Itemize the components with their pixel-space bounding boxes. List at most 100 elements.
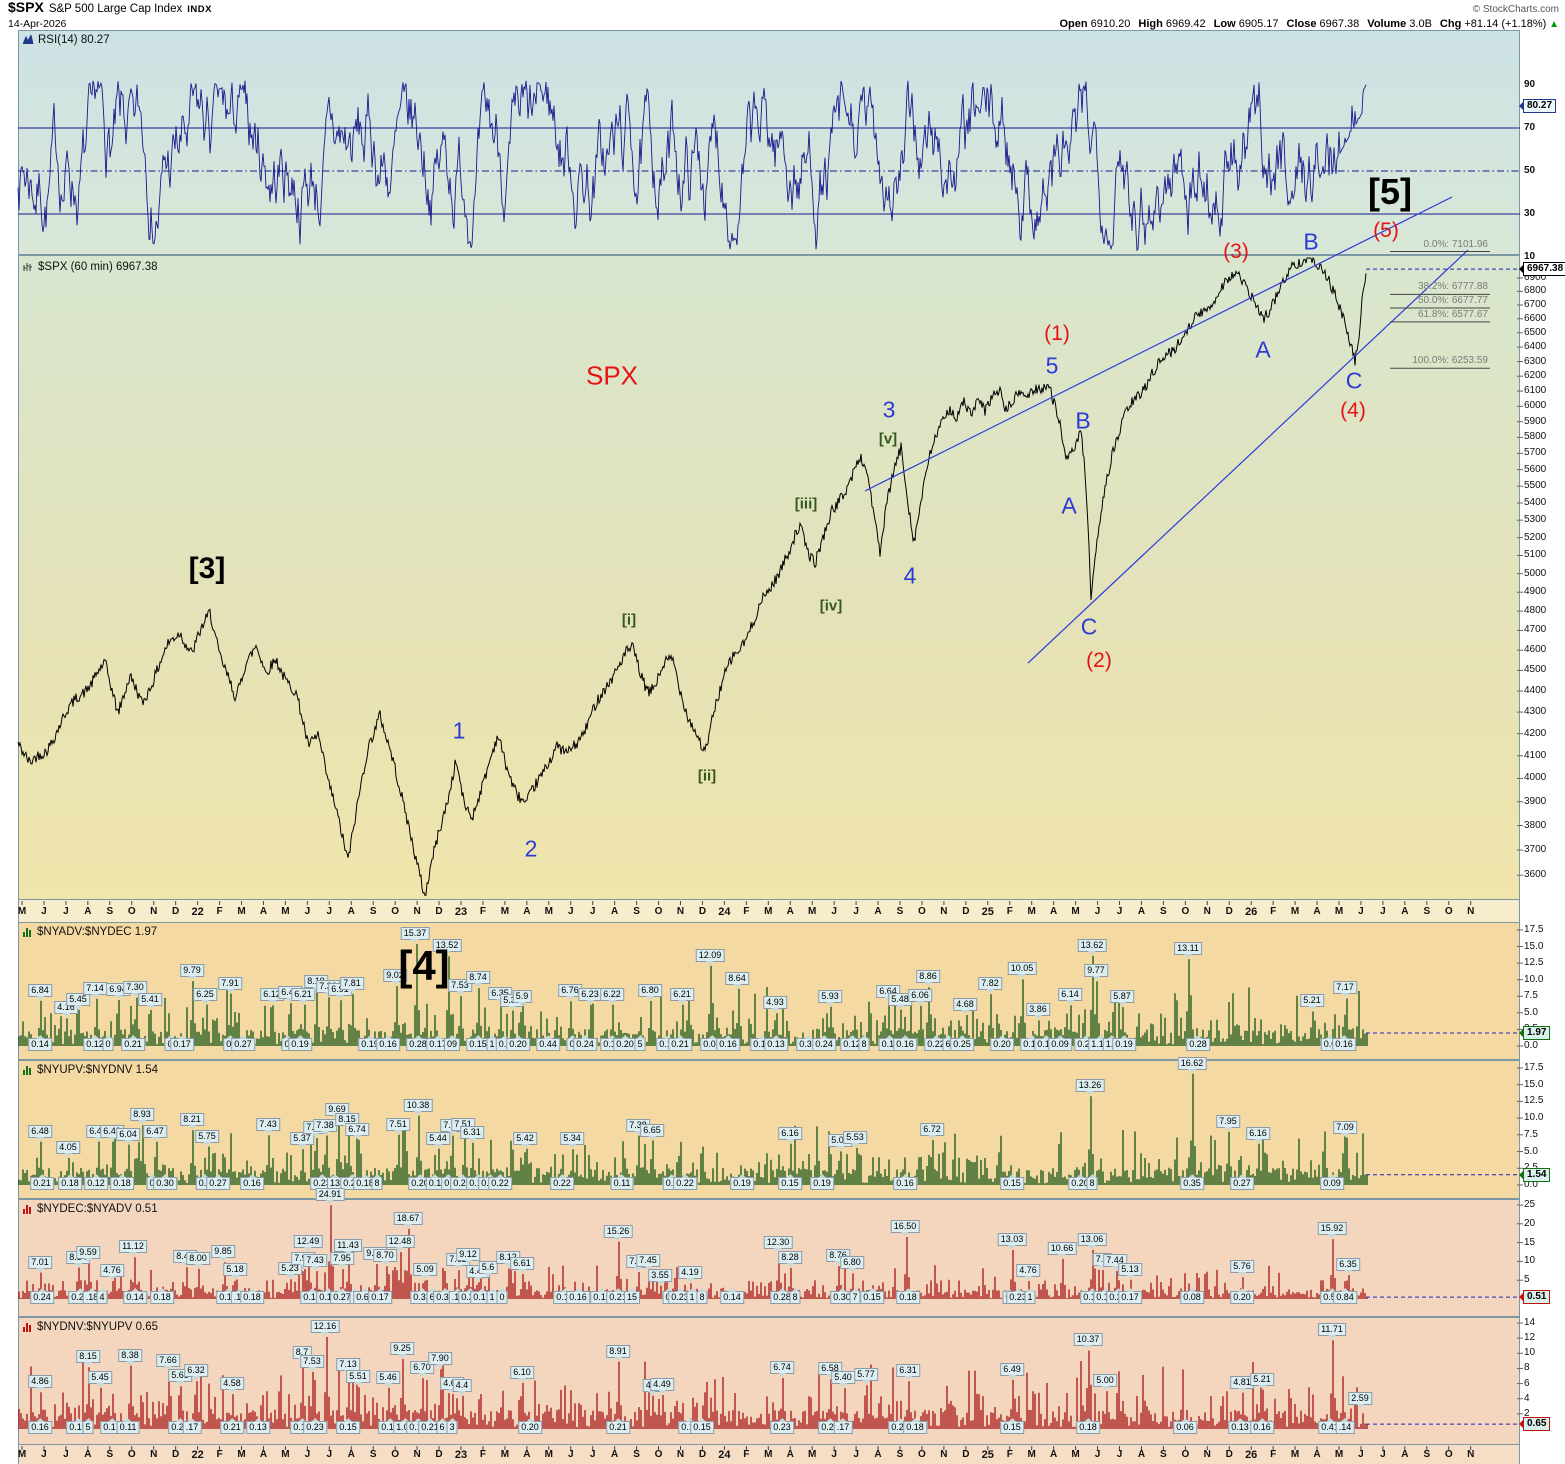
price-axis-label: 4100 [1524, 749, 1547, 761]
month-axis-label: J [589, 1449, 596, 1460]
month-axis-label: A [611, 906, 619, 917]
month-axis-label: A [874, 906, 882, 917]
data-callout: 15.92 [1317, 1222, 1347, 1239]
data-callout: 6.16 [778, 1126, 802, 1143]
data-callout: 0.16 [1332, 1035, 1356, 1051]
month-axis-label: O [127, 1449, 136, 1460]
data-callout: 7.66 [156, 1354, 180, 1370]
data-callout: 8 [371, 1174, 383, 1190]
price-axis-label: 4900 [1524, 586, 1547, 598]
month-axis-label: F [479, 906, 486, 917]
data-callout: 6.10 [510, 1365, 534, 1382]
panel-axis-label: 17.5 [1524, 923, 1544, 935]
panel-axis-label: 10 [1524, 1347, 1536, 1359]
month-axis-label: J [831, 1449, 837, 1460]
data-callout: 0.16 [566, 1288, 590, 1304]
price-axis-label: 5800 [1524, 431, 1547, 443]
data-callout: 0.21 [606, 1418, 630, 1434]
data-callout: 15.37 [400, 927, 430, 944]
month-axis-label: J [304, 1449, 311, 1460]
data-callout: 16.62 [1177, 1056, 1207, 1073]
month-axis-label: A [1401, 906, 1409, 917]
data-callout: 5.76 [1230, 1260, 1254, 1277]
month-axis-label: J [1380, 906, 1386, 917]
data-callout: 11.71 [1318, 1323, 1346, 1340]
month-axis-label: N [1467, 906, 1475, 917]
data-callout: 6.25 [193, 987, 217, 1004]
fib-level-label: 38.2%: 6777.88 [1417, 281, 1488, 293]
data-callout: 16.50 [890, 1219, 920, 1236]
fib-level-label: 61.8%: 6577.67 [1417, 308, 1488, 320]
month-axis-label: M [1071, 906, 1080, 917]
data-callout: 8.70 [373, 1249, 397, 1266]
data-callout: 9.77 [1084, 964, 1108, 981]
data-callout: 6.23 [578, 987, 602, 1004]
data-callout: 0.11 [116, 1418, 140, 1434]
month-axis-label: N [940, 1449, 948, 1460]
month-axis-label: M [237, 906, 246, 917]
data-callout: 4.93 [763, 996, 787, 1013]
data-callout: 0.16 [376, 1035, 400, 1051]
data-callout: 0.16 [716, 1035, 740, 1051]
data-callout: 6.61 [510, 1257, 534, 1274]
data-callout: 8.86 [916, 970, 940, 987]
data-callout: 10.37 [1073, 1333, 1103, 1350]
data-callout: 5.53 [843, 1131, 867, 1147]
price-axis-label: 6700 [1524, 299, 1547, 310]
panel4-label: $NYDNV:$NYUPV 0.65 [37, 1321, 159, 1333]
symbol: $SPX [8, 0, 44, 15]
data-callout: 5.42 [513, 1131, 537, 1148]
data-callout: 0.20 [518, 1418, 542, 1434]
month-axis-label: J [1380, 1449, 1386, 1460]
price-axis-label: 6600 [1524, 312, 1547, 324]
month-axis-label: 25 [981, 906, 994, 918]
panel-axis-label: 10.0 [1524, 973, 1544, 985]
data-callout: 10.38 [403, 1098, 433, 1115]
data-callout: 0.12 [84, 1174, 108, 1190]
data-callout: 0.20 [990, 1035, 1014, 1051]
month-axis-label: A [84, 1449, 92, 1460]
panel3-label-row: $NYDEC:$NYADV 0.51 [23, 1203, 158, 1215]
panel-axis-label: 4 [1524, 1392, 1530, 1404]
price-axis-label: 4300 [1524, 706, 1547, 718]
data-callout: 9.85 [211, 1244, 235, 1261]
wave-annotation: [iii] [794, 495, 818, 513]
quote-value: 6967.38 [1316, 18, 1360, 30]
month-axis-label: 22 [191, 1449, 204, 1461]
month-axis-label: N [1203, 906, 1211, 917]
data-callout: 8.64 [725, 971, 749, 988]
month-axis-label: D [1225, 1449, 1233, 1460]
data-callout: 2.59 [1348, 1392, 1372, 1409]
price-panel [18, 255, 1520, 900]
data-callout: 8.15 [76, 1350, 100, 1367]
month-axis-label: F [743, 906, 750, 917]
month-axis-label: M [500, 1449, 510, 1460]
quote-key: High [1138, 18, 1163, 30]
month-axis-label: N [150, 1449, 158, 1460]
month-axis-label: A [523, 1449, 531, 1460]
data-callout: 0.15 [690, 1418, 714, 1434]
price-axis-label: 4800 [1524, 605, 1547, 617]
month-axis-label: S [1423, 906, 1431, 917]
price-axis-label: 3800 [1524, 819, 1547, 831]
wave-annotation: B [1075, 407, 1091, 434]
price-chart-icon [23, 263, 32, 271]
month-axis-label: S [1160, 906, 1167, 917]
rsi-label: RSI(14) 80.27 [38, 34, 110, 46]
month-axis-label: M [544, 906, 553, 917]
rsi-label-row: RSI(14) 80.27 [23, 34, 110, 46]
month-axis-label: F [216, 1449, 223, 1460]
month-axis-label: D [698, 906, 707, 917]
panel-badge: 1.97 [1518, 1025, 1551, 1040]
panel-axis-label: 0.0 [1524, 1040, 1538, 1051]
data-callout: 0.13 [1228, 1418, 1252, 1434]
month-axis-label: J [1116, 906, 1123, 917]
price-axis-label: 6800 [1524, 285, 1547, 297]
change-up-arrow: ▲ [1546, 19, 1559, 30]
price-axis-label: 3600 [1524, 869, 1547, 881]
month-axis-label: A [611, 1449, 619, 1460]
month-axis-label: M [281, 1449, 290, 1460]
data-callout: 4.86 [28, 1375, 52, 1392]
data-callout: 0.18 [150, 1288, 174, 1304]
month-axis-label: M [1334, 1449, 1344, 1460]
